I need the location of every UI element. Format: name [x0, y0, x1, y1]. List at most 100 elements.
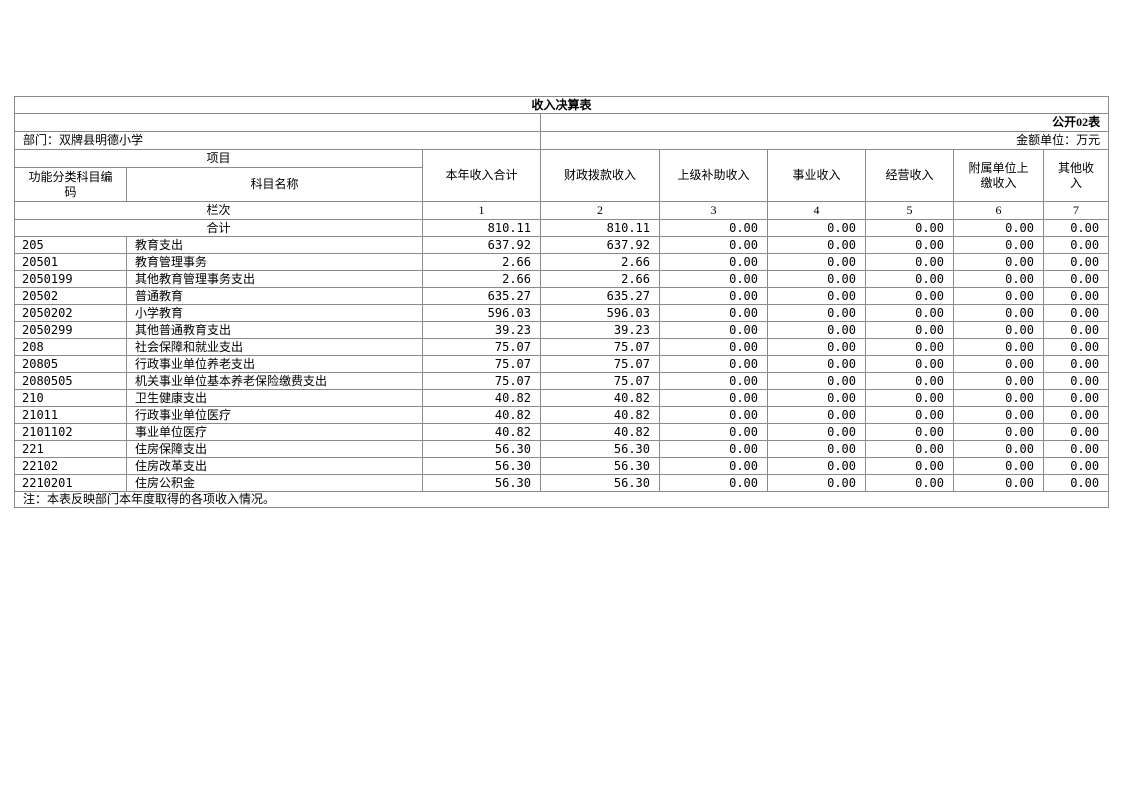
table-row: 20501 教育管理事务 2.66 2.66 0.00 0.00 0.00 0.…: [14, 253, 1110, 271]
value-cell: 75.07: [422, 338, 541, 356]
value-cell: 56.30: [422, 457, 541, 475]
value-cell: 0.00: [659, 236, 768, 254]
value-cell: 0.00: [865, 355, 954, 373]
total-value: 0.00: [659, 219, 768, 237]
value-cell: 0.00: [767, 474, 866, 492]
footnote-text: 注：本表反映部门本年度取得的各项收入情况。: [13, 491, 1110, 508]
total-value: 0.00: [953, 219, 1044, 237]
column-index-row: 栏次 1 2 3 4 5 6 7: [14, 201, 1110, 220]
table-row: 208 社会保障和就业支出 75.07 75.07 0.00 0.00 0.00…: [14, 338, 1110, 356]
value-cell: 0.00: [1042, 389, 1110, 407]
total-label: 合计: [14, 219, 423, 237]
row-name: 小学教育: [126, 304, 423, 322]
value-cell: 56.30: [540, 474, 660, 492]
value-cell: 0.00: [1042, 440, 1110, 458]
col-header-fiscal-appropriation: 财政拨款收入: [540, 149, 660, 202]
value-cell: 0.00: [659, 406, 768, 424]
value-cell: 635.27: [422, 287, 541, 305]
value-cell: 0.00: [865, 406, 954, 424]
value-cell: 0.00: [767, 304, 866, 322]
value-cell: 637.92: [422, 236, 541, 254]
value-cell: 40.82: [540, 389, 660, 407]
value-cell: 0.00: [953, 440, 1044, 458]
value-cell: 0.00: [865, 321, 954, 339]
header-row-project: 项目 本年收入合计 财政拨款收入 上级补助收入 事业收入 经营收入 附属单位上缴…: [14, 149, 1110, 202]
value-cell: 75.07: [422, 372, 541, 390]
table-row: 205 教育支出 637.92 637.92 0.00 0.00 0.00 0.…: [14, 236, 1110, 254]
value-cell: 0.00: [767, 423, 866, 441]
row-name: 其他教育管理事务支出: [126, 270, 423, 288]
row-name: 社会保障和就业支出: [126, 338, 423, 356]
value-cell: 0.00: [767, 270, 866, 288]
col-header-subject-name: 科目名称: [126, 167, 423, 202]
value-cell: 0.00: [865, 270, 954, 288]
total-value: 0.00: [767, 219, 866, 237]
value-cell: 0.00: [865, 372, 954, 390]
value-cell: 596.03: [540, 304, 660, 322]
row-code: 210: [14, 389, 127, 407]
value-cell: 0.00: [865, 474, 954, 492]
value-cell: 0.00: [767, 406, 866, 424]
value-cell: 0.00: [953, 389, 1044, 407]
row-code: 2050202: [14, 304, 127, 322]
col-header-operating-income: 经营收入: [865, 149, 954, 202]
value-cell: 0.00: [953, 457, 1044, 475]
row-code: 2050299: [14, 321, 127, 339]
value-cell: 0.00: [953, 474, 1044, 492]
column-index: 3: [659, 201, 768, 220]
value-cell: 0.00: [1042, 474, 1110, 492]
row-name: 事业单位医疗: [126, 423, 423, 441]
row-code: 20502: [14, 287, 127, 305]
value-cell: 0.00: [865, 440, 954, 458]
value-cell: 0.00: [767, 287, 866, 305]
page-title: 收入决算表: [13, 96, 1110, 114]
value-cell: 0.00: [659, 321, 768, 339]
value-cell: 0.00: [953, 304, 1044, 322]
row-name: 卫生健康支出: [126, 389, 423, 407]
value-cell: 0.00: [953, 338, 1044, 356]
value-cell: 56.30: [540, 440, 660, 458]
row-code: 208: [14, 338, 127, 356]
value-cell: 40.82: [422, 406, 541, 424]
value-cell: 0.00: [953, 270, 1044, 288]
value-cell: 0.00: [1042, 355, 1110, 373]
value-cell: 0.00: [1042, 287, 1110, 305]
value-cell: 596.03: [422, 304, 541, 322]
table-row: 2101102 事业单位医疗 40.82 40.82 0.00 0.00 0.0…: [14, 423, 1110, 441]
value-cell: 75.07: [422, 355, 541, 373]
value-cell: 0.00: [1042, 338, 1110, 356]
row-name: 教育管理事务: [126, 253, 423, 271]
row-name: 普通教育: [126, 287, 423, 305]
row-code: 221: [14, 440, 127, 458]
value-cell: 75.07: [540, 338, 660, 356]
value-cell: 0.00: [865, 423, 954, 441]
value-cell: 2.66: [422, 253, 541, 271]
value-cell: 0.00: [659, 270, 768, 288]
value-cell: 0.00: [659, 304, 768, 322]
value-cell: 0.00: [1042, 321, 1110, 339]
col-header-affiliated-unit-income: 附属单位上缴收入: [953, 149, 1044, 202]
table-row: 22102 住房改革支出 56.30 56.30 0.00 0.00 0.00 …: [14, 457, 1110, 475]
value-cell: 0.00: [953, 287, 1044, 305]
row-name: 其他普通教育支出: [126, 321, 423, 339]
col-header-function-code: 功能分类科目编码: [14, 167, 127, 202]
col-group-header-project: 项目: [14, 149, 423, 168]
value-cell: 0.00: [659, 423, 768, 441]
department-label: 部门：双牌县明德小学: [14, 131, 541, 150]
col-header-other-income: 其他收入: [1042, 149, 1110, 202]
value-cell: 56.30: [540, 457, 660, 475]
value-cell: 2.66: [422, 270, 541, 288]
unit-label: 金额单位：万元: [539, 131, 1110, 150]
col-header-institutional-income: 事业收入: [767, 149, 866, 202]
value-cell: 2.66: [540, 270, 660, 288]
value-cell: 0.00: [1042, 236, 1110, 254]
value-cell: 0.00: [865, 287, 954, 305]
row-code: 2210201: [14, 474, 127, 492]
value-cell: 0.00: [865, 304, 954, 322]
column-index-label: 栏次: [14, 201, 423, 220]
value-cell: 40.82: [422, 389, 541, 407]
row-code: 20805: [14, 355, 127, 373]
value-cell: 0.00: [865, 338, 954, 356]
column-index: 1: [422, 201, 541, 220]
table-row: 2050199 其他教育管理事务支出 2.66 2.66 0.00 0.00 0…: [14, 270, 1110, 288]
